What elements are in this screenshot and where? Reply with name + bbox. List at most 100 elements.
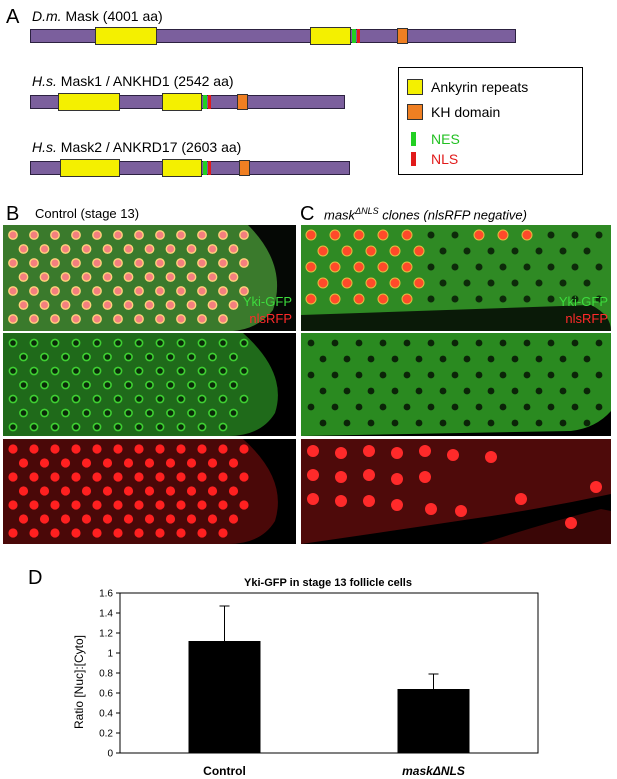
nucleus bbox=[239, 258, 249, 268]
nucleus bbox=[186, 514, 197, 524]
nes-motif bbox=[203, 95, 207, 109]
nucleus bbox=[29, 314, 39, 324]
nucleus bbox=[515, 493, 527, 505]
nucleus bbox=[144, 300, 155, 310]
nucleus bbox=[377, 293, 389, 305]
nucleus bbox=[50, 472, 60, 482]
nucleus bbox=[134, 314, 144, 324]
nucleus bbox=[218, 314, 228, 324]
nucleus bbox=[8, 230, 18, 240]
nucleus bbox=[18, 458, 29, 468]
nucleus bbox=[187, 380, 196, 390]
nucleus bbox=[82, 408, 91, 418]
nucleus bbox=[144, 458, 155, 468]
nucleus bbox=[391, 419, 399, 427]
nucleus bbox=[355, 339, 363, 347]
panel-c-title: maskΔNLS clones (nlsRFP negative) bbox=[324, 206, 527, 222]
nucleus bbox=[451, 295, 459, 303]
nucleus bbox=[307, 493, 319, 505]
nucleus bbox=[367, 387, 375, 395]
y-tick-label: 1 bbox=[107, 649, 113, 660]
protein-label-dm-mask: D.m. Mask (4001 aa) bbox=[32, 8, 163, 24]
nucleus bbox=[595, 295, 603, 303]
rfp-nuclei-mask-nls bbox=[307, 445, 602, 529]
protein-species: D.m. bbox=[32, 8, 62, 24]
nucleus bbox=[60, 514, 71, 524]
nucleus bbox=[197, 394, 207, 404]
nucleus bbox=[228, 272, 239, 282]
nucleus bbox=[102, 458, 113, 468]
nucleus bbox=[547, 403, 555, 411]
nucleus bbox=[559, 419, 567, 427]
nucleus bbox=[134, 422, 144, 432]
nucleus bbox=[353, 229, 365, 241]
nucleus bbox=[155, 286, 165, 296]
nucleus bbox=[377, 261, 389, 273]
nucleus bbox=[113, 230, 123, 240]
nucleus bbox=[571, 263, 579, 271]
nucleus bbox=[389, 277, 401, 289]
nucleus bbox=[197, 258, 207, 268]
nucleus bbox=[18, 514, 29, 524]
nucleus bbox=[102, 514, 113, 524]
nucleus bbox=[463, 247, 471, 255]
nucleus bbox=[144, 272, 155, 282]
nucleus bbox=[535, 279, 543, 287]
panel-b-letter: B bbox=[6, 203, 20, 225]
nucleus bbox=[197, 528, 207, 538]
nucleus bbox=[134, 444, 144, 454]
nucleus bbox=[123, 244, 134, 254]
nucleus bbox=[82, 352, 91, 362]
nucleus bbox=[123, 272, 134, 282]
nucleus bbox=[29, 444, 39, 454]
nucleus bbox=[60, 272, 71, 282]
nucleus bbox=[71, 528, 81, 538]
nucleus bbox=[439, 355, 447, 363]
nucleus bbox=[187, 352, 196, 362]
nucleus bbox=[155, 528, 165, 538]
channel-label-yki-gfp: Yki-GFP bbox=[558, 294, 608, 309]
nucleus bbox=[391, 355, 399, 363]
nucleus bbox=[50, 258, 60, 268]
nucleus bbox=[451, 231, 459, 239]
panel-c-title-allele: ΔNLS bbox=[355, 206, 379, 216]
nucleus bbox=[207, 486, 218, 496]
nucleus bbox=[29, 230, 39, 240]
nucleus bbox=[176, 314, 186, 324]
nucleus bbox=[451, 403, 459, 411]
nucleus bbox=[134, 338, 144, 348]
nucleus bbox=[463, 355, 471, 363]
nucleus bbox=[134, 258, 144, 268]
nucleus bbox=[155, 422, 165, 432]
nucleus bbox=[71, 422, 81, 432]
nucleus bbox=[535, 355, 543, 363]
nucleus bbox=[19, 352, 28, 362]
nucleus bbox=[379, 403, 387, 411]
ankyrin-domain bbox=[95, 27, 157, 45]
nucleus bbox=[523, 339, 531, 347]
nucleus bbox=[367, 419, 375, 427]
nucleus bbox=[155, 472, 165, 482]
nucleus bbox=[71, 394, 81, 404]
nucleus bbox=[329, 261, 341, 273]
nucleus bbox=[559, 279, 567, 287]
nucleus bbox=[39, 514, 50, 524]
nucleus bbox=[8, 394, 18, 404]
nes-swatch bbox=[411, 132, 416, 146]
nucleus bbox=[123, 300, 134, 310]
nucleus bbox=[71, 366, 81, 376]
nucleus bbox=[228, 244, 239, 254]
gfp-image-mask-nls bbox=[301, 333, 611, 436]
nucleus bbox=[103, 380, 112, 390]
nucleus bbox=[427, 403, 435, 411]
nucleus bbox=[145, 408, 154, 418]
nucleus bbox=[403, 403, 411, 411]
nucleus bbox=[39, 458, 50, 468]
nucleus bbox=[363, 445, 375, 457]
nucleus bbox=[176, 472, 186, 482]
nucleus bbox=[590, 481, 602, 493]
nucleus bbox=[305, 293, 317, 305]
nucleus bbox=[166, 380, 175, 390]
nucleus bbox=[155, 366, 165, 376]
gfp-nuclei-control bbox=[8, 338, 249, 432]
